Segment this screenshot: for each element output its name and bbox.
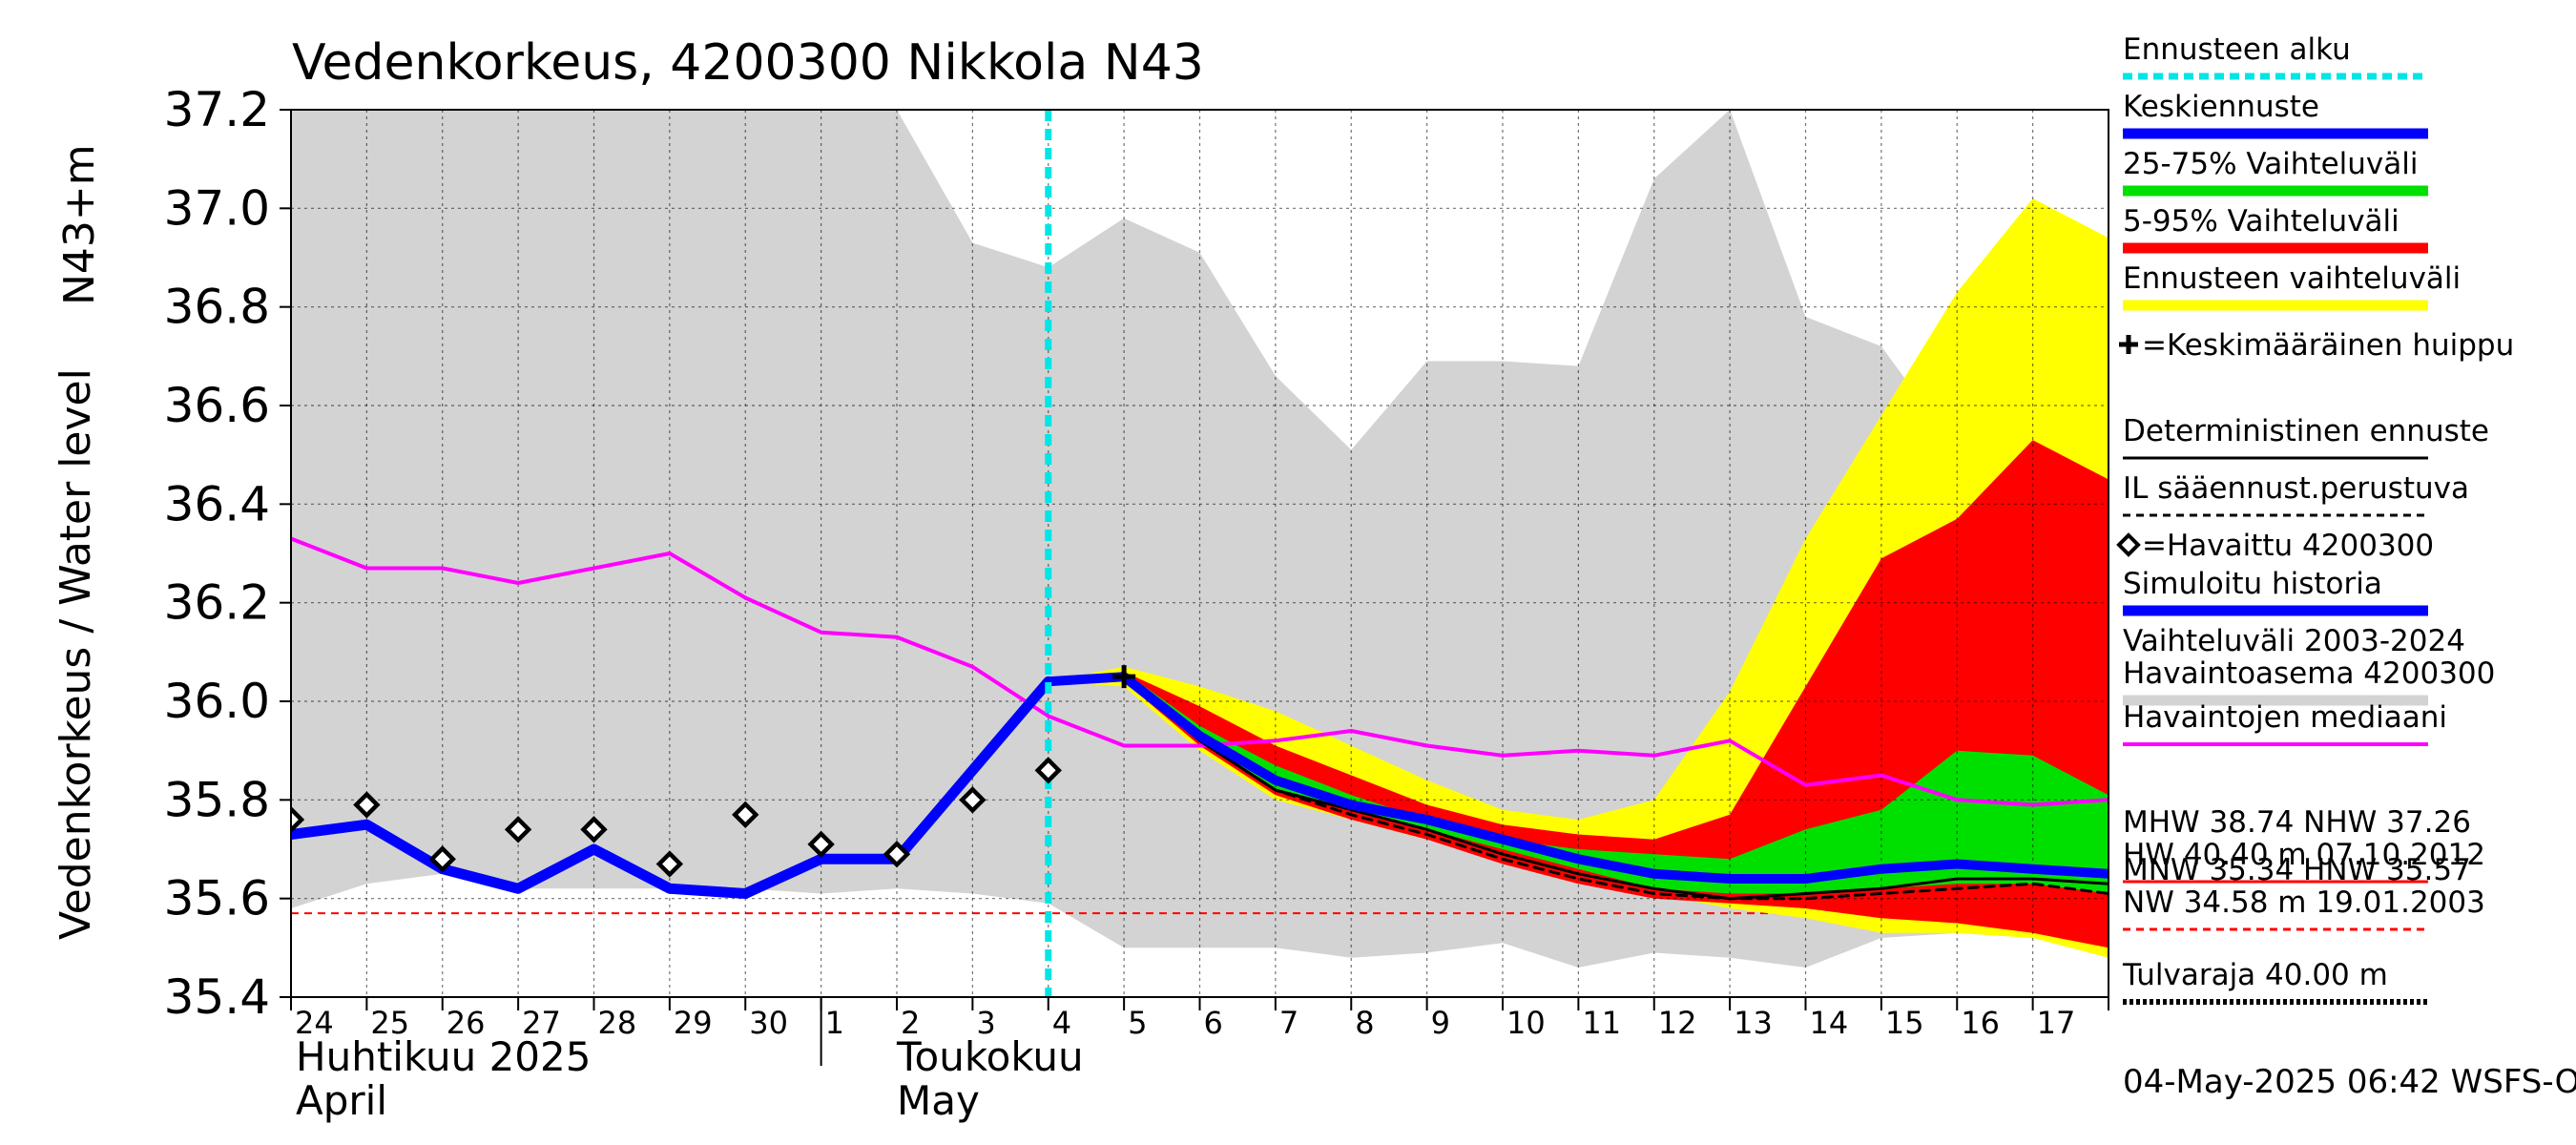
x-day-label: 8 <box>1355 1005 1374 1041</box>
legend-label: IL sääennust.perustuva <box>2123 471 2469 506</box>
y-axis-unit-label: N43+m <box>55 144 104 305</box>
month-sublabel-april: April <box>296 1077 387 1124</box>
x-day-label: 16 <box>1961 1005 2000 1041</box>
x-day-label: 26 <box>447 1005 486 1041</box>
x-day-label: 9 <box>1431 1005 1450 1041</box>
legend-label: NW 34.58 m 19.01.2003 <box>2123 885 2485 920</box>
observed-point <box>291 805 305 834</box>
chart-title: Vedenkorkeus, 4200300 Nikkola N43 <box>292 34 1204 92</box>
observed-point <box>580 816 608 843</box>
x-day-label: 11 <box>1582 1005 1621 1041</box>
x-day-label: 29 <box>674 1005 713 1041</box>
y-tick-label: 36.8 <box>164 280 270 335</box>
legend-label: MNW 35.34 HNW 35.57 <box>2123 853 2471 887</box>
y-tick-label: 35.6 <box>164 871 270 926</box>
legend-label: Ennusteen alku <box>2123 32 2351 67</box>
legend-label: Deterministinen ennuste <box>2123 414 2489 448</box>
x-day-label: 14 <box>1810 1005 1849 1041</box>
y-axis-label: Vedenkorkeus / Water level <box>52 368 100 940</box>
median-forecast-line <box>1043 672 2109 884</box>
legend-label: Ennusteen vaihteluväli <box>2123 261 2461 296</box>
y-tick-label: 36.4 <box>164 476 270 531</box>
simulated-history-line <box>291 676 1054 899</box>
legend-marker-plus <box>2119 335 2138 354</box>
il-forecast-line <box>1047 675 2109 901</box>
observed-point <box>504 816 532 843</box>
legend-label: MHW 38.74 NHW 37.26 <box>2123 805 2471 840</box>
x-day-label: 1 <box>825 1005 844 1041</box>
legend-label: Simuloitu historia <box>2123 567 2382 601</box>
legend-label: Tulvaraja 40.00 m <box>2122 958 2388 992</box>
observed-point <box>807 830 835 859</box>
x-day-label: 6 <box>1204 1005 1223 1041</box>
observed-point <box>959 786 987 814</box>
y-tick-label: 36.6 <box>164 378 270 433</box>
observed-point <box>883 840 911 868</box>
x-day-label: 30 <box>749 1005 788 1041</box>
y-tick-label: 37.0 <box>164 180 270 236</box>
x-day-label: 17 <box>2037 1005 2076 1041</box>
y-tick-label: 37.2 <box>164 82 270 137</box>
legend-label: =Havaittu 4200300 <box>2142 529 2434 563</box>
legend: Ennusteen alku Keskiennuste 25-75% Vaihtel… <box>2116 32 2514 1005</box>
median-observed-line <box>291 536 2109 807</box>
x-day-label: 27 <box>522 1005 561 1041</box>
observed-point <box>353 791 381 819</box>
x-day-label: 15 <box>1885 1005 1924 1041</box>
legend-label: Havaintoasema 4200300 <box>2123 656 2495 691</box>
p25-75-band <box>1048 672 2109 894</box>
footer-timestamp: 04-May-2025 06:42 WSFS-O <box>2123 1063 2576 1101</box>
month-label-may: Toukokuu <box>896 1033 1084 1080</box>
legend-label: Keskiennuste <box>2123 90 2319 124</box>
x-day-label: 28 <box>598 1005 637 1041</box>
x-day-label: 13 <box>1734 1005 1773 1041</box>
x-day-label: 25 <box>370 1005 409 1041</box>
legend-label: Havaintojen mediaani <box>2123 700 2447 735</box>
legend-marker-diamond <box>2116 532 2141 557</box>
y-tick-label: 36.2 <box>164 575 270 631</box>
observed-point <box>428 845 456 873</box>
month-label-april: Huhtikuu 2025 <box>296 1033 591 1080</box>
y-tick-label: 35.4 <box>164 969 270 1025</box>
legend-label: =Keskimääräinen huippu <box>2142 328 2514 363</box>
x-day-label: 2 <box>901 1005 920 1041</box>
x-day-label: 5 <box>1128 1005 1147 1041</box>
observed-point <box>1034 757 1062 784</box>
x-day-label: 4 <box>1052 1005 1071 1041</box>
plot-area <box>291 110 2109 997</box>
mean-peak-marker <box>1112 665 1136 689</box>
x-day-label: 10 <box>1506 1005 1546 1041</box>
legend-label: 25-75% Vaihteluväli <box>2123 147 2419 181</box>
observed-point <box>655 850 684 878</box>
y-tick-label: 36.0 <box>164 674 270 729</box>
legend-label: 5-95% Vaihteluväli <box>2123 204 2399 239</box>
axes: 35.4 35.6 35.8 36.0 36.2 36.4 36.6 36.8 37.0 37.2… <box>164 82 2109 1066</box>
month-sublabel-may: May <box>897 1077 980 1124</box>
x-day-label: 24 <box>295 1005 334 1041</box>
observed-point <box>732 801 759 829</box>
y-tick-label: 35.8 <box>164 772 270 827</box>
legend-label: HW 40.40 m 07.10.2012 <box>2123 838 2485 872</box>
x-day-label: 3 <box>976 1005 995 1041</box>
x-day-label: 7 <box>1279 1005 1298 1041</box>
plot-content <box>291 110 2109 997</box>
legend-label: Vaihteluväli 2003-2024 <box>2123 624 2465 658</box>
x-day-label: 12 <box>1658 1005 1697 1041</box>
